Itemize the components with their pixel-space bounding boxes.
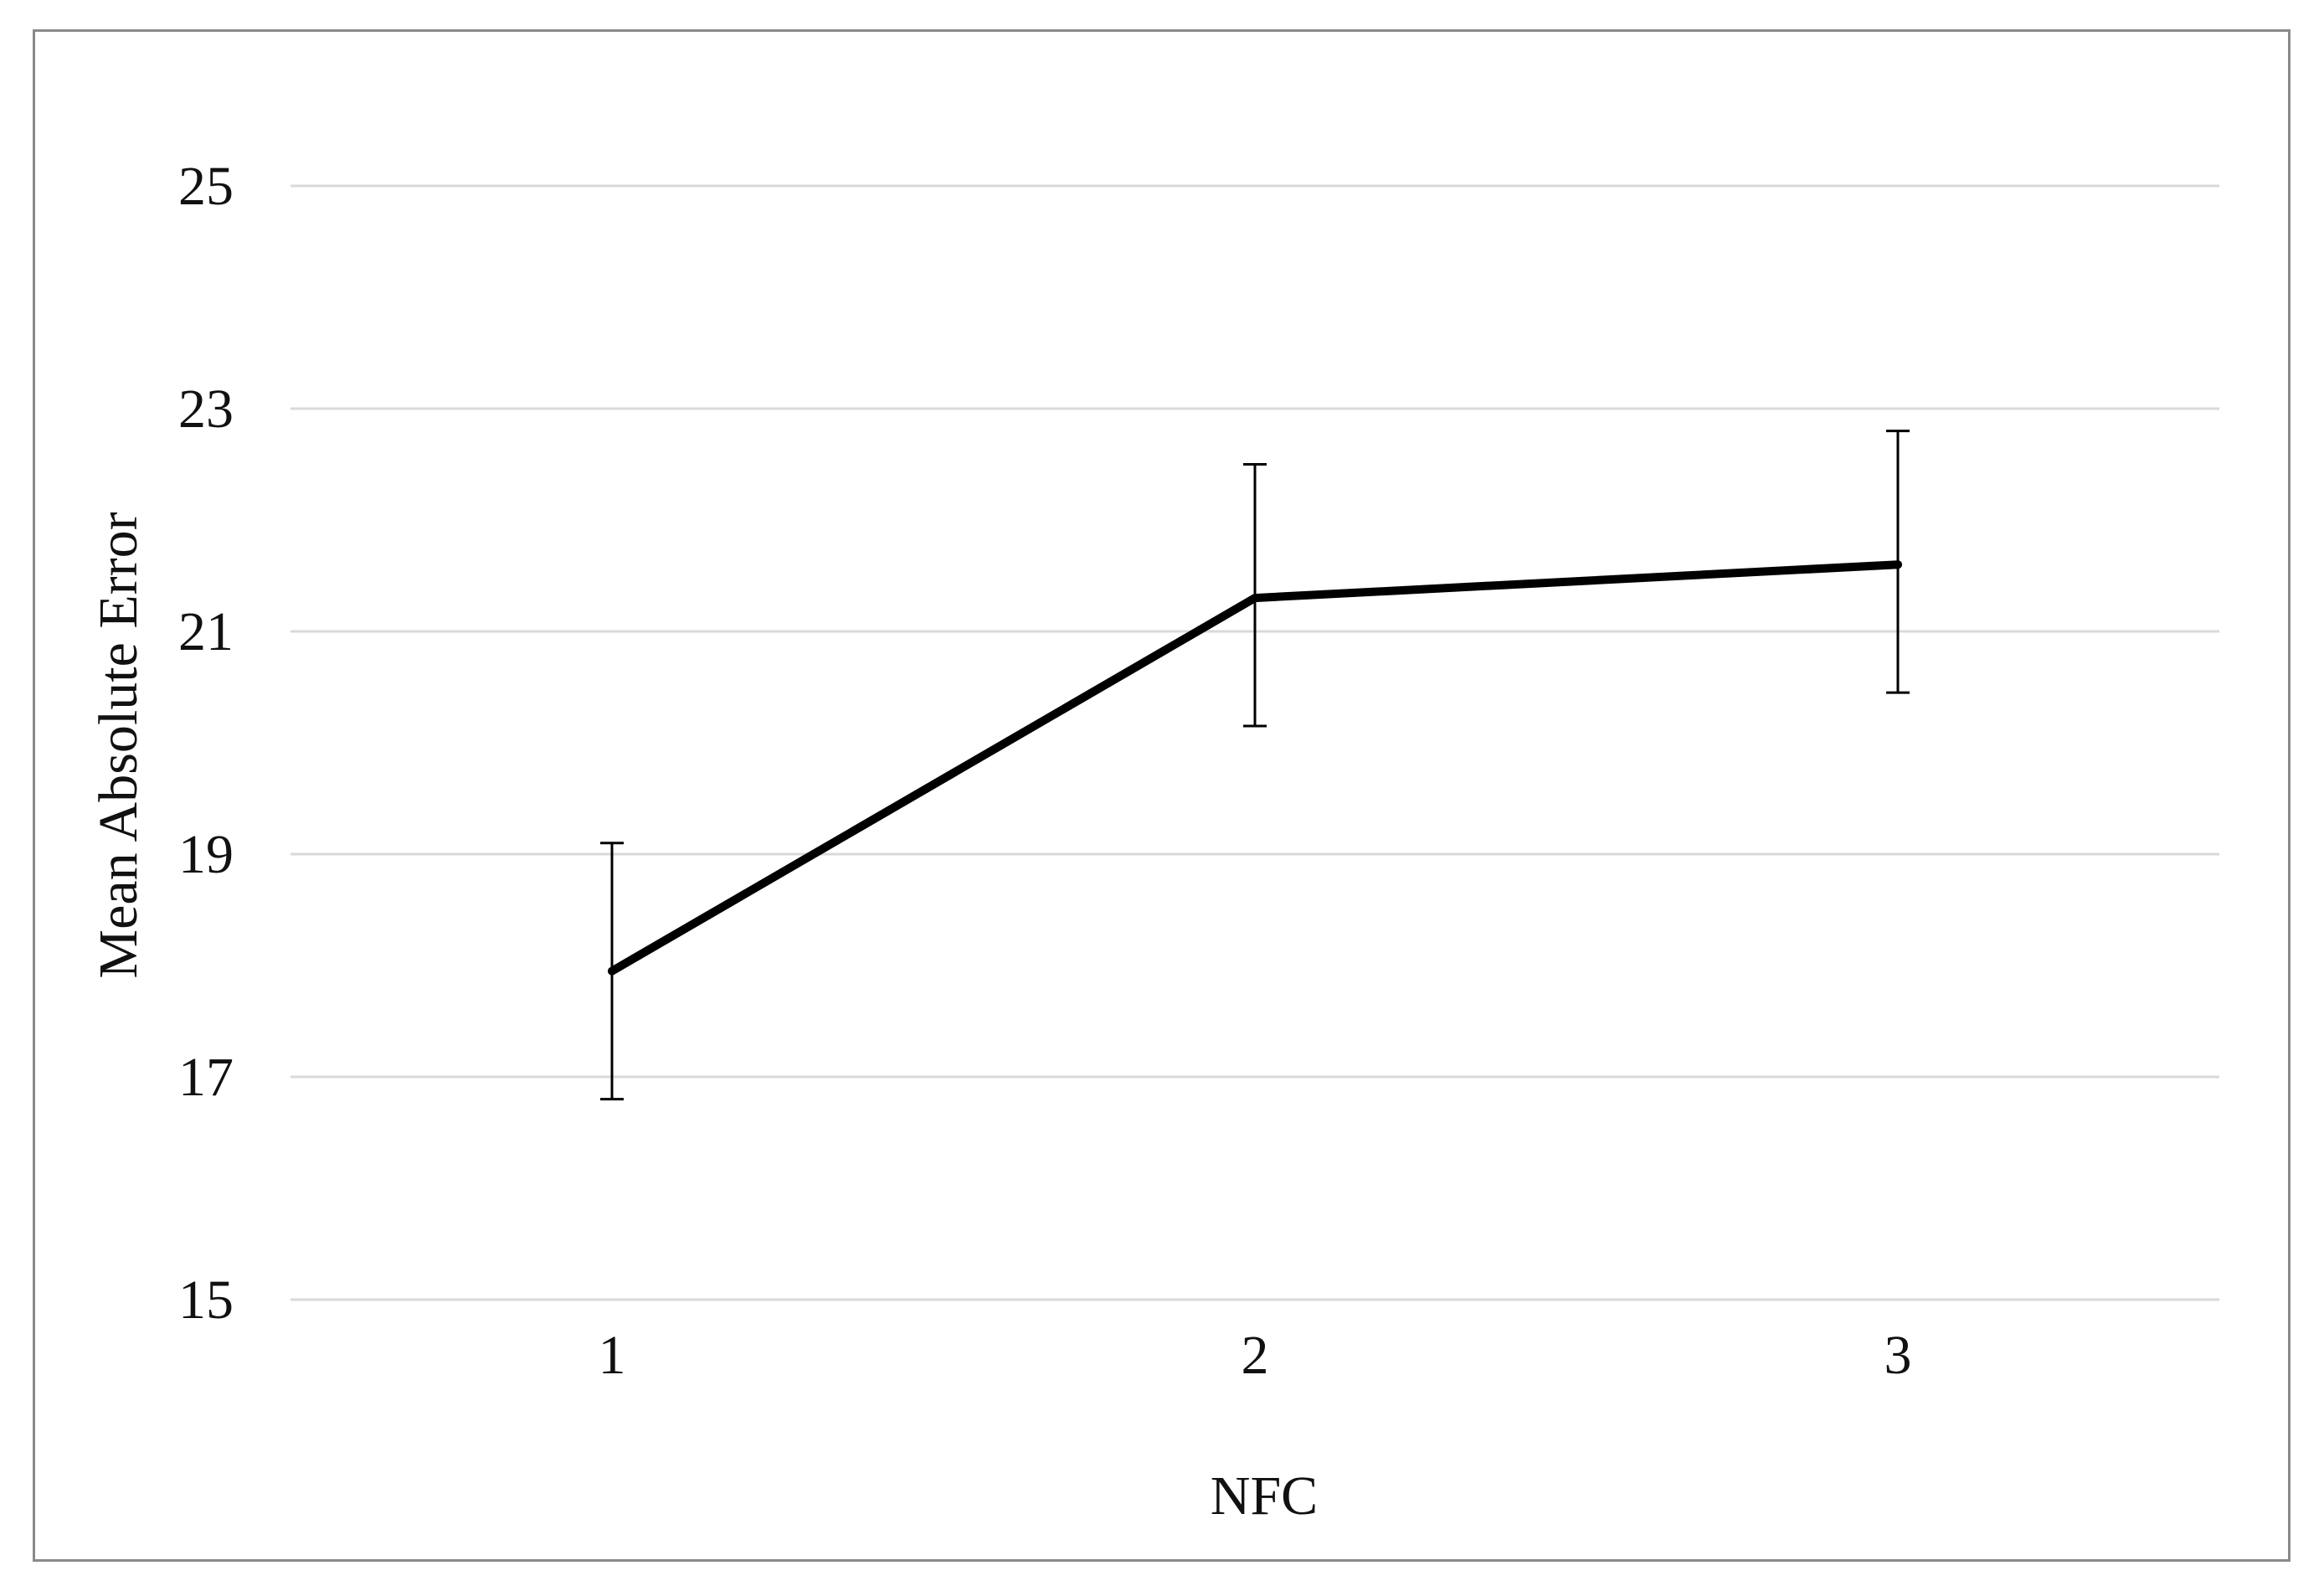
data-point — [1251, 594, 1259, 603]
y-tick-label: 23 — [178, 378, 234, 440]
y-tick-label: 15 — [178, 1269, 234, 1331]
y-tick-label: 25 — [178, 156, 234, 217]
series-lines — [608, 560, 1902, 976]
error-bars — [600, 430, 1910, 1101]
x-tick-label: 2 — [1242, 1325, 1269, 1386]
x-axis-ticks: 1 2 3 — [599, 1325, 1912, 1386]
data-point — [1894, 560, 1902, 569]
y-tick-label: 19 — [178, 824, 234, 885]
x-axis-label: NFC — [1211, 1465, 1318, 1527]
y-tick-label: 21 — [178, 601, 234, 662]
data-point — [608, 966, 616, 976]
gridlines — [290, 184, 2219, 1301]
y-tick-label: 17 — [178, 1047, 234, 1108]
x-tick-label: 1 — [599, 1325, 626, 1386]
y-axis-ticks: 15 17 19 21 23 25 — [178, 156, 234, 1331]
x-tick-label: 3 — [1884, 1325, 1912, 1386]
chart-frame — [33, 29, 2291, 1562]
y-axis-label: Mean Absolute Error — [88, 512, 149, 978]
